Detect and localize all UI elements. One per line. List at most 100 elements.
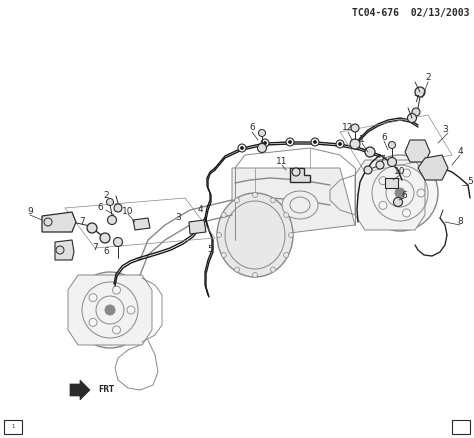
Circle shape (313, 141, 317, 144)
Circle shape (365, 147, 375, 157)
Circle shape (283, 252, 289, 258)
Circle shape (235, 267, 239, 272)
Text: 3: 3 (442, 126, 448, 134)
Ellipse shape (217, 193, 293, 277)
Polygon shape (55, 240, 74, 260)
Circle shape (107, 198, 113, 205)
Circle shape (283, 212, 289, 218)
Polygon shape (418, 155, 448, 180)
Text: 7: 7 (79, 218, 85, 226)
Circle shape (364, 166, 372, 174)
Circle shape (286, 138, 294, 146)
Circle shape (362, 155, 438, 231)
Circle shape (105, 305, 115, 315)
Text: 7: 7 (92, 244, 98, 252)
Circle shape (253, 192, 257, 198)
Circle shape (402, 169, 410, 177)
Polygon shape (355, 160, 425, 230)
Circle shape (389, 141, 395, 148)
Circle shape (271, 267, 275, 272)
Polygon shape (42, 212, 76, 232)
Polygon shape (70, 380, 90, 400)
Text: 6: 6 (401, 191, 407, 201)
Circle shape (417, 189, 425, 197)
Circle shape (289, 141, 292, 144)
Text: 12: 12 (342, 124, 354, 133)
Circle shape (338, 142, 341, 145)
Circle shape (113, 237, 122, 247)
Polygon shape (68, 275, 152, 345)
Circle shape (127, 306, 135, 314)
Circle shape (217, 233, 221, 237)
Text: 5: 5 (207, 246, 213, 254)
Circle shape (258, 130, 265, 137)
Circle shape (112, 326, 120, 334)
Text: 6: 6 (97, 204, 103, 212)
Polygon shape (232, 168, 355, 240)
Text: 7: 7 (413, 95, 419, 105)
Circle shape (108, 215, 117, 225)
Circle shape (261, 139, 269, 147)
Text: FRT: FRT (98, 385, 114, 395)
Circle shape (72, 272, 148, 348)
Circle shape (257, 144, 266, 152)
Text: 1: 1 (359, 135, 365, 145)
Circle shape (56, 246, 64, 254)
Circle shape (271, 198, 275, 203)
Circle shape (350, 139, 360, 149)
Circle shape (393, 198, 402, 206)
Circle shape (395, 188, 405, 198)
Text: 2: 2 (103, 191, 109, 201)
Text: 9: 9 (27, 208, 33, 216)
Bar (4, 420, 22, 434)
Circle shape (289, 233, 293, 237)
Circle shape (408, 113, 417, 123)
Text: 6: 6 (103, 247, 109, 257)
Text: 7: 7 (379, 155, 385, 165)
Circle shape (402, 209, 410, 217)
Circle shape (376, 161, 384, 169)
Circle shape (311, 138, 319, 146)
Text: 6: 6 (381, 134, 387, 142)
Text: 5: 5 (467, 177, 473, 187)
Circle shape (235, 198, 239, 203)
Circle shape (240, 146, 244, 149)
Text: 10: 10 (122, 208, 134, 216)
Polygon shape (290, 168, 310, 182)
Circle shape (44, 218, 52, 226)
Bar (452, 420, 470, 434)
Circle shape (264, 141, 266, 145)
Text: 3: 3 (175, 213, 181, 223)
Text: 2: 2 (425, 74, 431, 82)
Text: 6: 6 (249, 124, 255, 133)
Text: 1: 1 (11, 424, 15, 430)
Circle shape (336, 140, 344, 148)
Circle shape (112, 286, 120, 294)
Circle shape (114, 204, 122, 212)
Circle shape (379, 201, 387, 209)
Text: 8: 8 (457, 218, 463, 226)
Circle shape (388, 158, 396, 166)
Text: 4: 4 (197, 205, 203, 215)
Circle shape (221, 252, 226, 258)
Ellipse shape (282, 191, 318, 219)
Circle shape (415, 87, 425, 97)
Text: TC04-676  02/13/2003: TC04-676 02/13/2003 (353, 8, 470, 18)
Text: 4: 4 (457, 148, 463, 156)
Polygon shape (133, 218, 150, 230)
Circle shape (379, 177, 387, 185)
Circle shape (89, 293, 97, 302)
Circle shape (221, 212, 226, 218)
Circle shape (292, 168, 300, 176)
Circle shape (238, 144, 246, 152)
Circle shape (87, 223, 97, 233)
Polygon shape (405, 140, 430, 162)
Polygon shape (385, 178, 398, 188)
Text: 10: 10 (394, 167, 406, 177)
Circle shape (351, 124, 359, 132)
Polygon shape (189, 220, 206, 234)
Circle shape (412, 108, 420, 116)
Circle shape (89, 318, 97, 326)
Circle shape (100, 233, 110, 243)
Text: 11: 11 (276, 158, 288, 166)
